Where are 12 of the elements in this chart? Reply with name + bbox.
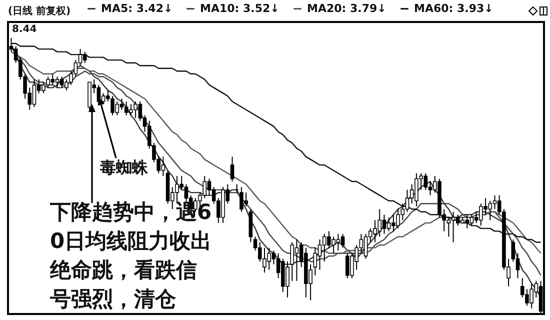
text: 8.44 xyxy=(12,24,37,35)
legend-label: MA60: 3.93↓ xyxy=(414,2,494,15)
annotation: 毒蜘蛛 xyxy=(100,158,148,179)
candlestick xyxy=(230,156,234,182)
chart-title: (日线 前复权) xyxy=(8,4,71,18)
candlestick xyxy=(340,233,345,248)
annotation: 下降趋势中，遇60日均线阻力收出绝命跳，看跌信号强烈，清仓 xyxy=(50,199,213,313)
legend-label: MA5: 3.42↓ xyxy=(101,2,173,15)
legend-label: MA10: 3.52↓ xyxy=(200,2,280,15)
candlestick xyxy=(290,242,294,282)
legend-label: MA20: 3.79↓ xyxy=(307,2,386,15)
candlestick xyxy=(313,247,318,276)
